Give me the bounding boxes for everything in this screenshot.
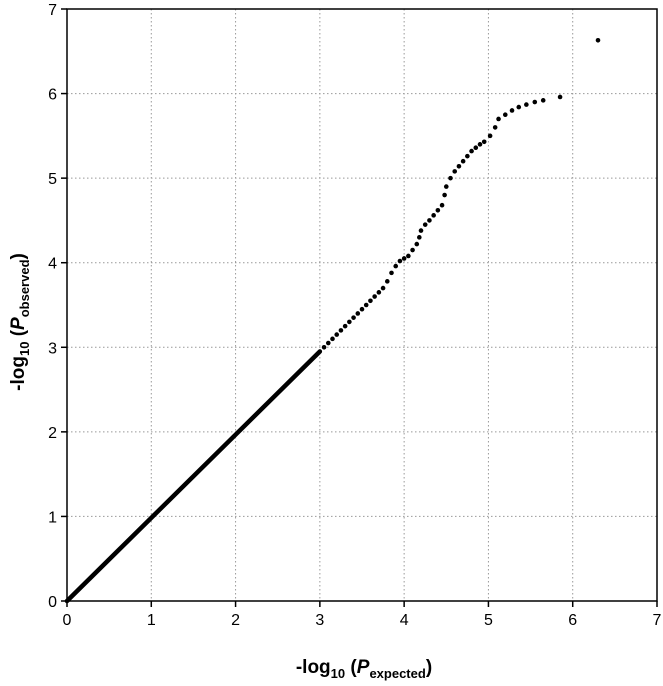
data-point (422, 222, 428, 227)
data-point (473, 145, 479, 150)
data-point (359, 306, 365, 312)
x-tick-label: 6 (568, 612, 577, 629)
y-axis-title: -log10 (Pobserved) (8, 253, 32, 391)
x-tick-label: 3 (315, 612, 324, 629)
data-point (460, 158, 466, 164)
data-point (442, 192, 447, 198)
x-tick-label: 4 (400, 612, 409, 629)
data-point (325, 340, 331, 346)
data-point (414, 241, 420, 247)
data-point (487, 133, 493, 139)
data-point (595, 37, 601, 43)
x-tick-label: 7 (653, 612, 662, 629)
y-tick-label: 3 (48, 340, 57, 357)
data-point (347, 319, 352, 325)
data-point (452, 169, 458, 174)
x-axis-title: -log10 (Pexpected) (296, 657, 432, 681)
data-point (334, 332, 340, 337)
data-point (509, 108, 515, 113)
data-point (384, 279, 390, 284)
data-point (417, 235, 422, 240)
data-point (380, 285, 386, 291)
data-point (431, 213, 436, 218)
data-point (481, 139, 487, 145)
y-tick-label: 7 (48, 2, 57, 19)
data-point (410, 247, 415, 253)
data-point (389, 270, 394, 276)
y-tick-label: 5 (48, 171, 57, 188)
data-point (496, 116, 501, 122)
data-point (448, 175, 453, 181)
y-tick-label: 2 (48, 425, 57, 442)
y-tick-label: 4 (48, 256, 57, 273)
data-point (338, 328, 344, 333)
x-tick-label: 2 (231, 612, 240, 629)
data-point (516, 104, 522, 110)
data-point (524, 102, 529, 107)
data-point (368, 298, 373, 304)
data-point (456, 164, 462, 169)
data-point (397, 258, 403, 264)
data-point (351, 315, 356, 320)
x-tick-label: 0 (63, 612, 72, 629)
y-tick-label: 1 (48, 509, 57, 526)
dense-points-band (64, 349, 323, 604)
axis-ticks: 0 1 2 3 4 5 6 7 0 1 2 3 4 5 6 7 (48, 2, 661, 629)
data-point (532, 99, 538, 105)
x-tick-label: 1 (147, 612, 156, 629)
data-point (342, 323, 348, 329)
y-tick-label: 6 (48, 87, 57, 104)
data-point (418, 228, 424, 233)
data-point (492, 125, 498, 130)
data-point (321, 344, 327, 350)
data-point (363, 302, 369, 308)
data-point (477, 142, 483, 147)
data-point (372, 294, 377, 299)
data-point (376, 290, 382, 295)
data-point (557, 94, 563, 100)
plot-frame (66, 8, 658, 602)
data-point (465, 153, 470, 159)
data-point (355, 311, 361, 316)
data-point (401, 256, 407, 261)
data-point (439, 202, 445, 208)
data-point (435, 207, 441, 213)
data-point (443, 184, 449, 189)
data-point (427, 218, 432, 223)
data-point (406, 253, 411, 259)
data-point (502, 112, 508, 118)
y-tick-label: 0 (48, 594, 57, 611)
data-point (393, 263, 399, 269)
data-point (330, 336, 335, 342)
data-point (540, 98, 546, 103)
data-points (64, 37, 601, 604)
grid-lines (67, 9, 657, 601)
data-point (469, 148, 474, 154)
x-tick-label: 5 (484, 612, 493, 629)
